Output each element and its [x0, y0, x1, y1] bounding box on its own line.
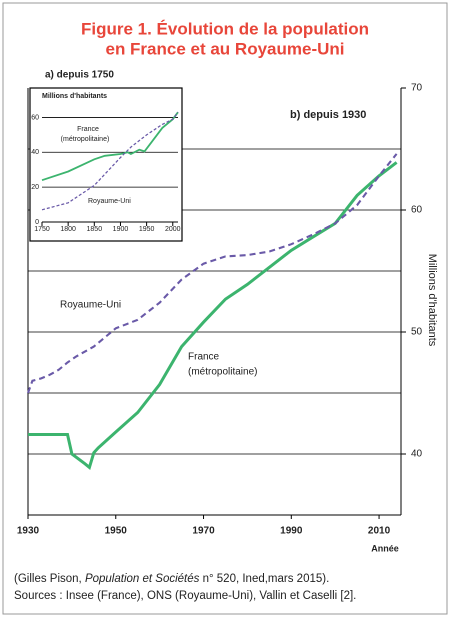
series-line	[41, 111, 179, 211]
annotation: (métropolitaine)	[188, 367, 257, 378]
footer-part: Population et Sociétés	[85, 573, 200, 585]
y-tick-label: 20	[31, 184, 39, 191]
y-tick-label: 60	[31, 114, 39, 121]
annotation: France	[188, 352, 220, 363]
footer-citation: (Gilles Pison, Population et Sociétés n°…	[14, 573, 329, 585]
series-line	[41, 111, 179, 182]
y-tick-label: 40	[31, 149, 39, 156]
annotation: (métropolitaine)	[61, 136, 110, 143]
y-tick-label: 60	[411, 205, 423, 216]
x-tick-label: 1900	[113, 226, 129, 233]
x-axis-label: Année	[371, 543, 399, 553]
x-tick-label: 2000	[165, 226, 181, 233]
x-tick-label: 1800	[60, 226, 76, 233]
y-tick-label: 0	[35, 219, 39, 226]
chart-title: a) depuis 1750	[45, 70, 114, 81]
x-tick-label: 1950	[139, 226, 155, 233]
inset-box	[29, 87, 183, 242]
x-tick-label: 1990	[280, 526, 303, 537]
annotation: Royaume-Uni	[60, 300, 121, 311]
footer-sources: Sources : Insee (France), ONS (Royaume-U…	[14, 590, 356, 602]
annotation: France	[77, 126, 99, 133]
footer-part: n° 520, Ined,mars 2015).	[199, 573, 329, 585]
annotation: Royaume-Uni	[88, 198, 131, 205]
y-tick-label: 40	[411, 449, 423, 460]
title-line: en France et au Royaume-Uni	[105, 39, 344, 58]
x-tick-label: 1750	[34, 226, 50, 233]
charts: b) depuis 1930 40 50 60 70 1930 1950 1970 1990 20…	[17, 70, 438, 554]
x-tick-label: 1970	[192, 526, 215, 537]
title-line: Figure 1. Évolution de la population	[81, 19, 369, 38]
x-tick-label: 2010	[368, 526, 391, 537]
y-axis-label: Millions d'habitants	[426, 254, 438, 347]
footer-part: (Gilles Pison,	[14, 573, 85, 585]
y-tick-label: 50	[411, 327, 423, 338]
y-tick-label: 70	[411, 83, 423, 94]
chart-title: b) depuis 1930	[290, 109, 366, 121]
x-tick-label: 1850	[87, 226, 103, 233]
x-tick-label: 1950	[105, 526, 128, 537]
x-tick-label: 1930	[17, 526, 40, 537]
y-axis-label: Millions d'habitants	[42, 93, 107, 100]
